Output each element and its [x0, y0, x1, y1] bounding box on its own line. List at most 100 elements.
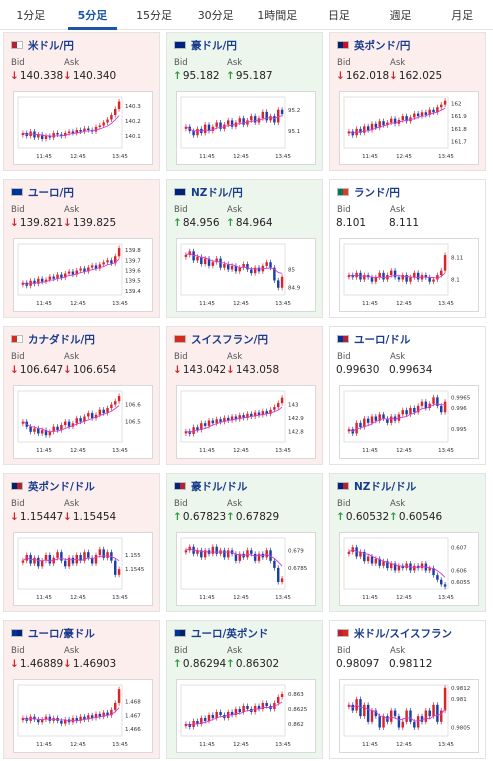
tab-3[interactable]: 30分足 — [197, 8, 234, 22]
pair-name[interactable]: 英ポンド/ドル — [28, 480, 95, 493]
arrow-up-icon: ↑ — [389, 511, 398, 523]
candle-body — [44, 555, 48, 561]
plot-frame — [180, 684, 286, 737]
candle-body — [409, 277, 412, 282]
tab-1[interactable]: 5分足 — [62, 0, 124, 30]
candle-body — [79, 716, 82, 721]
pair-title[interactable]: NZドル/円 — [174, 185, 243, 199]
pair-title[interactable]: 豪ドル/円 — [174, 38, 237, 52]
ask-price: 95.187 — [235, 70, 273, 82]
candlestick-chart: 1.466 1.467 1.468 11:45 12:45 13:45 — [17, 684, 141, 748]
candle-body — [110, 115, 113, 120]
rate-card[interactable]: ユーロ/英ポンド Bid Ask ↑0.86294 ↑0.86302 0.862 0.862… — [166, 620, 323, 759]
mini-chart[interactable]: 8.1 8.11 11:45 12:45 13:45 — [339, 238, 479, 312]
pair-name[interactable]: 米ドル/円 — [28, 39, 74, 52]
pair-name[interactable]: 豪ドル/円 — [191, 39, 237, 52]
mini-chart[interactable]: 0.9805 0.981 0.9812 11:45 12:45 13:45 — [339, 679, 479, 753]
pair-title[interactable]: スイスフラン/円 — [174, 332, 268, 346]
mini-chart[interactable]: 139.4 139.5 139.6 139.7 139.8 11:45 12:45 13:45 — [13, 238, 153, 312]
candle-body — [215, 122, 218, 127]
rate-card[interactable]: 米ドル/スイスフラン Bid Ask 0.98097 0.98112 0.9805 0.98… — [329, 620, 486, 759]
y-tick-label: 0.6785 — [288, 566, 308, 572]
rate-card[interactable]: ユーロ/豪ドル Bid Ask ↓1.46889 ↓1.46903 1.466 1.467 1… — [3, 620, 160, 759]
mini-chart[interactable]: 106.5 106.6 11:45 12:45 13:45 — [13, 385, 153, 459]
mini-chart[interactable]: 142.8 142.9 143 11:45 12:45 13:45 — [176, 385, 316, 459]
x-tick-label: 12:45 — [70, 301, 86, 307]
tab-5[interactable]: 日足 — [327, 8, 350, 22]
rate-card[interactable]: スイスフラン/円 Bid Ask ↓143.042 ↓143.058 142.8 142.9… — [166, 326, 323, 465]
candle-body — [94, 414, 98, 419]
rate-card[interactable]: 英ポンド/ドル Bid Ask ↓1.15447 ↓1.15454 1.1545 1.155… — [3, 473, 160, 612]
mini-chart[interactable]: 1.466 1.467 1.468 11:45 12:45 13:45 — [13, 679, 153, 753]
pair-title[interactable]: 豪ドル/ドル — [174, 479, 247, 493]
candle-body — [390, 710, 393, 722]
candle-body — [98, 549, 102, 555]
pair-title[interactable]: ユーロ/英ポンド — [174, 626, 268, 640]
ask-value: ↓1.15454 — [63, 511, 116, 523]
tab-6[interactable]: 週足 — [389, 8, 412, 22]
pair-name[interactable]: NZドル/円 — [191, 186, 243, 199]
candle-body — [64, 273, 67, 278]
tab-7[interactable]: 月足 — [451, 8, 474, 22]
pair-name[interactable]: NZドル/ドル — [354, 480, 417, 493]
flag-icon — [174, 482, 186, 490]
mini-chart[interactable]: 161.7 161.8 161.9 162 11:45 12:45 13:45 — [339, 91, 479, 165]
candle-body — [261, 411, 265, 416]
candle-body — [184, 550, 188, 553]
moving-average-line — [348, 403, 446, 432]
mini-chart[interactable]: 84.9 85 11:45 12:45 13:45 — [176, 238, 316, 312]
mini-chart[interactable]: 0.6785 0.679 11:45 12:45 13:45 — [176, 532, 316, 606]
rate-card[interactable]: 豪ドル/ドル Bid Ask ↑0.67823 ↑0.67829 0.6785 0.679 1… — [166, 473, 323, 612]
pair-name[interactable]: 豪ドル/ドル — [191, 480, 248, 493]
pair-name[interactable]: ユーロ/英ポンド — [191, 627, 269, 640]
mini-chart[interactable]: 95.1 95.2 11:45 12:45 13:45 — [176, 91, 316, 165]
rate-card[interactable]: ランド/円 Bid Ask 8.101 8.111 8.1 8.11 11:45 12:45 13… — [329, 179, 486, 318]
tab-0[interactable]: 1分足 — [16, 8, 46, 22]
pair-title[interactable]: 米ドル/円 — [11, 38, 74, 52]
tab-2[interactable]: 15分足 — [136, 8, 173, 22]
rate-card[interactable]: カナダドル/円 Bid Ask ↓106.647 ↓106.654 106.5 106.6 1… — [3, 326, 160, 465]
pair-name[interactable]: カナダドル/円 — [28, 333, 95, 346]
mini-chart[interactable]: 140.1 140.2 140.3 11:45 12:45 13:45 — [13, 91, 153, 165]
pair-title[interactable]: ユーロ/豪ドル — [11, 626, 95, 640]
pair-name[interactable]: 英ポンド/円 — [354, 39, 411, 52]
pair-name[interactable]: ランド/円 — [354, 186, 400, 199]
candle-body — [37, 557, 40, 567]
pair-title[interactable]: 英ポンド/ドル — [11, 479, 95, 493]
pair-title[interactable]: ユーロ/円 — [11, 185, 74, 199]
plot-frame — [17, 390, 123, 443]
y-tick-label: 140.3 — [125, 104, 141, 110]
pair-name[interactable]: ユーロ/豪ドル — [28, 627, 95, 640]
candle-body — [71, 423, 75, 427]
pair-title[interactable]: ユーロ/ドル — [337, 332, 410, 346]
pair-name[interactable]: 米ドル/スイスフラン — [354, 627, 453, 640]
rate-card[interactable]: 豪ドル/円 Bid Ask ↑95.182 ↑95.187 95.1 95.2 11:45 12… — [166, 32, 323, 171]
candle-body — [215, 546, 218, 554]
pair-title[interactable]: 米ドル/スイスフラン — [337, 626, 452, 640]
rate-card[interactable]: NZドル/円 Bid Ask ↑84.956 ↑84.964 84.9 85 11:45 12:… — [166, 179, 323, 318]
candle-body — [242, 264, 245, 268]
mini-chart[interactable]: 0.995 0.996 0.9965 11:45 12:45 13:45 — [339, 385, 479, 459]
pair-name[interactable]: ユーロ/ドル — [354, 333, 411, 346]
moving-average-line — [185, 115, 283, 132]
pair-title[interactable]: 英ポンド/円 — [337, 38, 410, 52]
mini-chart[interactable]: 1.1545 1.155 11:45 12:45 13:45 — [13, 532, 153, 606]
plot-frame — [180, 537, 286, 590]
pair-title[interactable]: カナダドル/円 — [11, 332, 95, 346]
pair-title[interactable]: NZドル/ドル — [337, 479, 416, 493]
x-tick-label: 11:45 — [199, 742, 215, 748]
rate-card[interactable]: ユーロ/円 Bid Ask ↓139.821 ↓139.825 139.4 139.5 139… — [3, 179, 160, 318]
candle-body — [277, 403, 280, 408]
mini-chart[interactable]: 0.6055 0.606 0.607 11:45 12:45 13:45 — [339, 532, 479, 606]
rate-card[interactable]: ユーロ/ドル Bid Ask 0.99630 0.99634 0.995 0.996 0.99… — [329, 326, 486, 465]
mini-chart[interactable]: 0.862 0.8625 0.863 11:45 12:45 13:45 — [176, 679, 316, 753]
tab-4[interactable]: 1時間足 — [257, 8, 298, 22]
rate-card[interactable]: NZドル/ドル Bid Ask ↑0.60532 ↑0.60546 0.6055 0.606… — [329, 473, 486, 612]
pair-name[interactable]: スイスフラン/円 — [191, 333, 269, 346]
y-tick-label: 1.467 — [125, 713, 141, 719]
rate-card[interactable]: 英ポンド/円 Bid Ask ↓162.018 ↓162.025 161.7 161.8 16… — [329, 32, 486, 171]
pair-title[interactable]: ランド/円 — [337, 185, 400, 199]
pair-name[interactable]: ユーロ/円 — [28, 186, 74, 199]
rate-card[interactable]: 米ドル/円 Bid Ask ↓140.338 ↓140.340 140.1 140.2 140… — [3, 32, 160, 171]
ask-label: Ask — [64, 205, 80, 215]
